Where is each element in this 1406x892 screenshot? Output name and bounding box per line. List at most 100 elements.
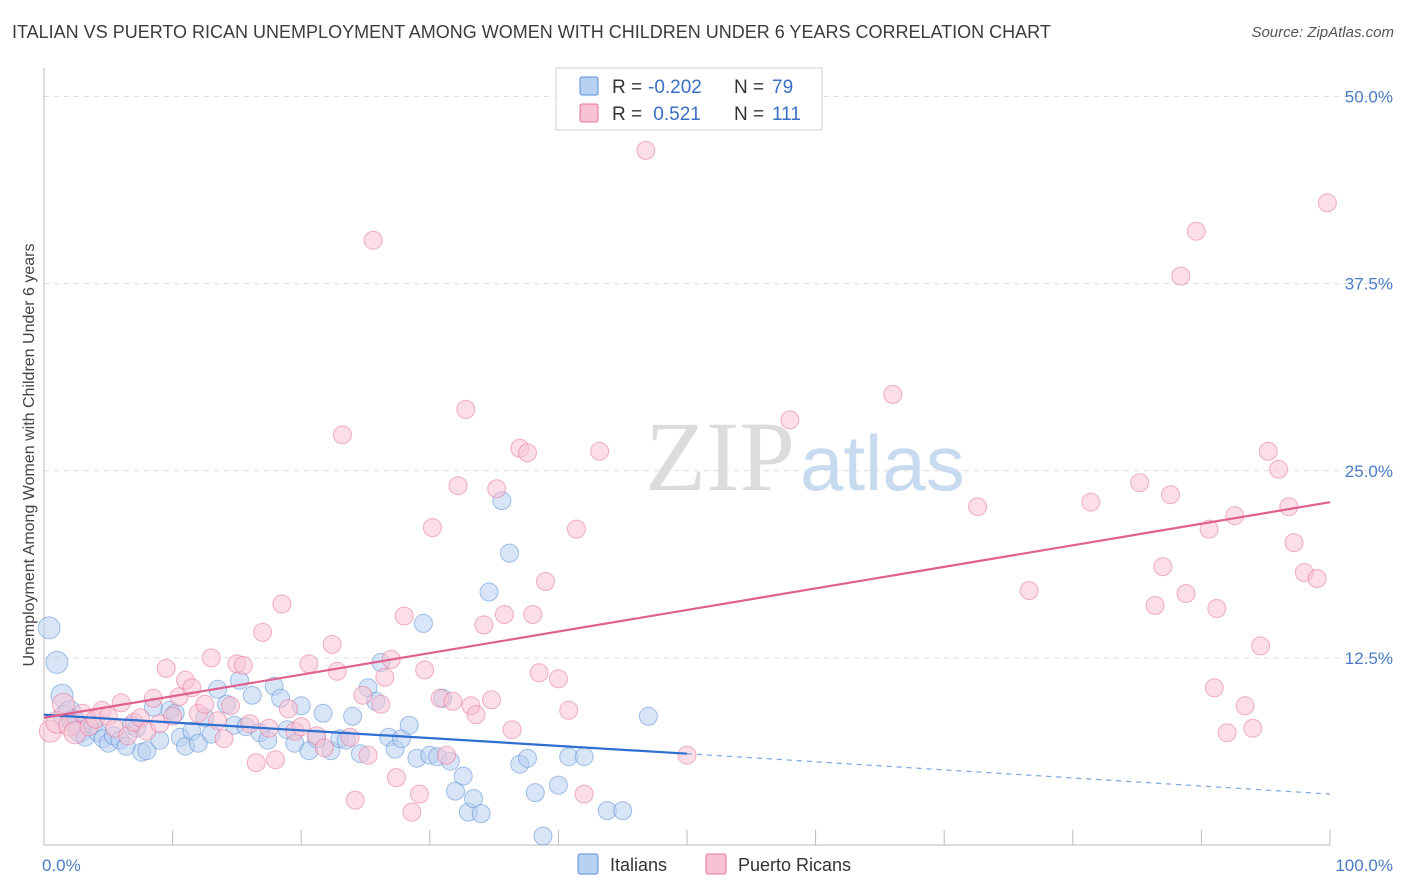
point-puerto-ricans xyxy=(1225,506,1245,526)
point-puerto-ricans xyxy=(502,720,522,740)
point-puerto-ricans xyxy=(1081,492,1101,512)
point-puerto-ricans xyxy=(1145,596,1165,615)
point-puerto-ricans xyxy=(883,384,903,404)
point-puerto-ricans xyxy=(402,802,422,822)
point-puerto-ricans xyxy=(1284,533,1304,553)
point-italians xyxy=(343,706,363,726)
stats-swatch-puerto-ricans xyxy=(579,103,599,123)
point-puerto-ricans xyxy=(214,729,234,749)
point-puerto-ricans xyxy=(163,706,183,726)
watermark-atlas: atlas xyxy=(800,419,965,507)
point-puerto-ricans xyxy=(636,140,656,160)
stats-legend-frame xyxy=(555,67,823,131)
y-axis-label: Unemployment Among Women with Children U… xyxy=(21,243,38,666)
point-puerto-ricans xyxy=(677,745,697,765)
y-tick-label: 25.0% xyxy=(1345,462,1393,481)
point-puerto-ricans xyxy=(482,690,501,710)
point-puerto-ricans xyxy=(566,519,586,539)
point-puerto-ricans xyxy=(523,605,543,624)
point-puerto-ricans xyxy=(363,230,383,250)
grid-lines xyxy=(44,96,1392,659)
point-puerto-ricans xyxy=(221,696,240,716)
x-tick-label: 0.0% xyxy=(42,856,81,875)
point-italians xyxy=(471,804,491,824)
legend-label-puerto-ricans: Puerto Ricans xyxy=(738,855,851,875)
legend-swatch-italians xyxy=(577,853,599,875)
point-puerto-ricans xyxy=(195,694,215,714)
point-puerto-ricans xyxy=(201,648,221,668)
point-italians xyxy=(446,781,465,801)
point-puerto-ricans xyxy=(272,594,292,614)
point-puerto-ricans xyxy=(1235,696,1255,716)
point-italians xyxy=(45,650,69,674)
point-puerto-ricans xyxy=(494,605,514,624)
point-puerto-ricans xyxy=(448,476,468,496)
point-italians xyxy=(548,775,568,795)
point-puerto-ricans xyxy=(233,655,253,675)
point-puerto-ricans xyxy=(548,669,568,689)
point-italians xyxy=(518,748,537,768)
point-puerto-ricans xyxy=(353,685,373,705)
bottom-legend: Italians Puerto Ricans xyxy=(577,853,851,875)
point-puerto-ricans xyxy=(780,410,800,430)
trend-line-italians xyxy=(43,713,688,755)
trend-line-puerto-ricans xyxy=(43,501,1331,719)
point-puerto-ricans xyxy=(371,694,391,714)
point-puerto-ricans xyxy=(443,691,463,711)
point-puerto-ricans xyxy=(574,784,594,804)
point-puerto-ricans xyxy=(968,497,988,517)
point-puerto-ricans xyxy=(559,700,579,720)
x-tick-label: 100.0% xyxy=(1335,856,1393,875)
point-puerto-ricans xyxy=(299,654,319,674)
point-puerto-ricans xyxy=(156,658,176,678)
point-puerto-ricans xyxy=(340,727,360,747)
source-credit: Source: ZipAtlas.com xyxy=(1251,24,1394,41)
point-puerto-ricans xyxy=(1279,497,1299,517)
point-puerto-ricans xyxy=(1161,485,1180,505)
point-puerto-ricans xyxy=(487,479,507,499)
point-puerto-ricans xyxy=(332,425,352,445)
point-puerto-ricans xyxy=(240,714,260,734)
point-puerto-ricans xyxy=(415,660,435,680)
point-puerto-ricans xyxy=(1176,584,1196,603)
point-puerto-ricans xyxy=(1171,266,1191,286)
point-puerto-ricans xyxy=(327,661,347,681)
data-points xyxy=(37,140,1337,846)
point-puerto-ricans xyxy=(1186,221,1206,241)
point-puerto-ricans xyxy=(1251,636,1271,656)
stats-r-value-italians: -0.202 xyxy=(648,77,702,98)
point-italians xyxy=(574,747,594,767)
y-tick-label: 37.5% xyxy=(1345,275,1393,294)
point-italians xyxy=(613,801,633,821)
watermark-zip: ZIP xyxy=(645,401,795,512)
point-puerto-ricans xyxy=(422,518,442,538)
point-puerto-ricans xyxy=(1307,569,1327,588)
point-puerto-ricans xyxy=(266,750,285,770)
point-italians xyxy=(638,706,658,726)
point-puerto-ricans xyxy=(1217,723,1237,743)
stats-r-label-puerto-ricans: R = xyxy=(612,104,642,125)
point-puerto-ricans xyxy=(1130,473,1150,493)
point-italians xyxy=(137,741,157,761)
legend-swatch-puerto-ricans xyxy=(705,853,727,875)
point-puerto-ricans xyxy=(1199,519,1219,539)
point-puerto-ricans xyxy=(536,572,555,591)
point-puerto-ricans xyxy=(456,399,476,419)
point-puerto-ricans xyxy=(1204,678,1224,698)
point-puerto-ricans xyxy=(345,790,365,810)
point-puerto-ricans xyxy=(314,738,334,758)
stats-swatch-italians xyxy=(579,76,599,96)
stats-n-label-italians: N = xyxy=(734,77,764,98)
legend-label-italians: Italians xyxy=(610,855,667,875)
trend-lines xyxy=(43,501,1331,795)
point-puerto-ricans xyxy=(410,784,429,804)
point-puerto-ricans xyxy=(590,441,610,461)
point-puerto-ricans xyxy=(394,606,414,626)
point-puerto-ricans xyxy=(437,745,456,765)
y-tick-label: 12.5% xyxy=(1345,649,1393,668)
point-puerto-ricans xyxy=(1243,718,1263,738)
point-italians xyxy=(525,783,545,803)
stats-n-label-puerto-ricans: N = xyxy=(734,104,764,125)
point-italians xyxy=(453,766,473,786)
